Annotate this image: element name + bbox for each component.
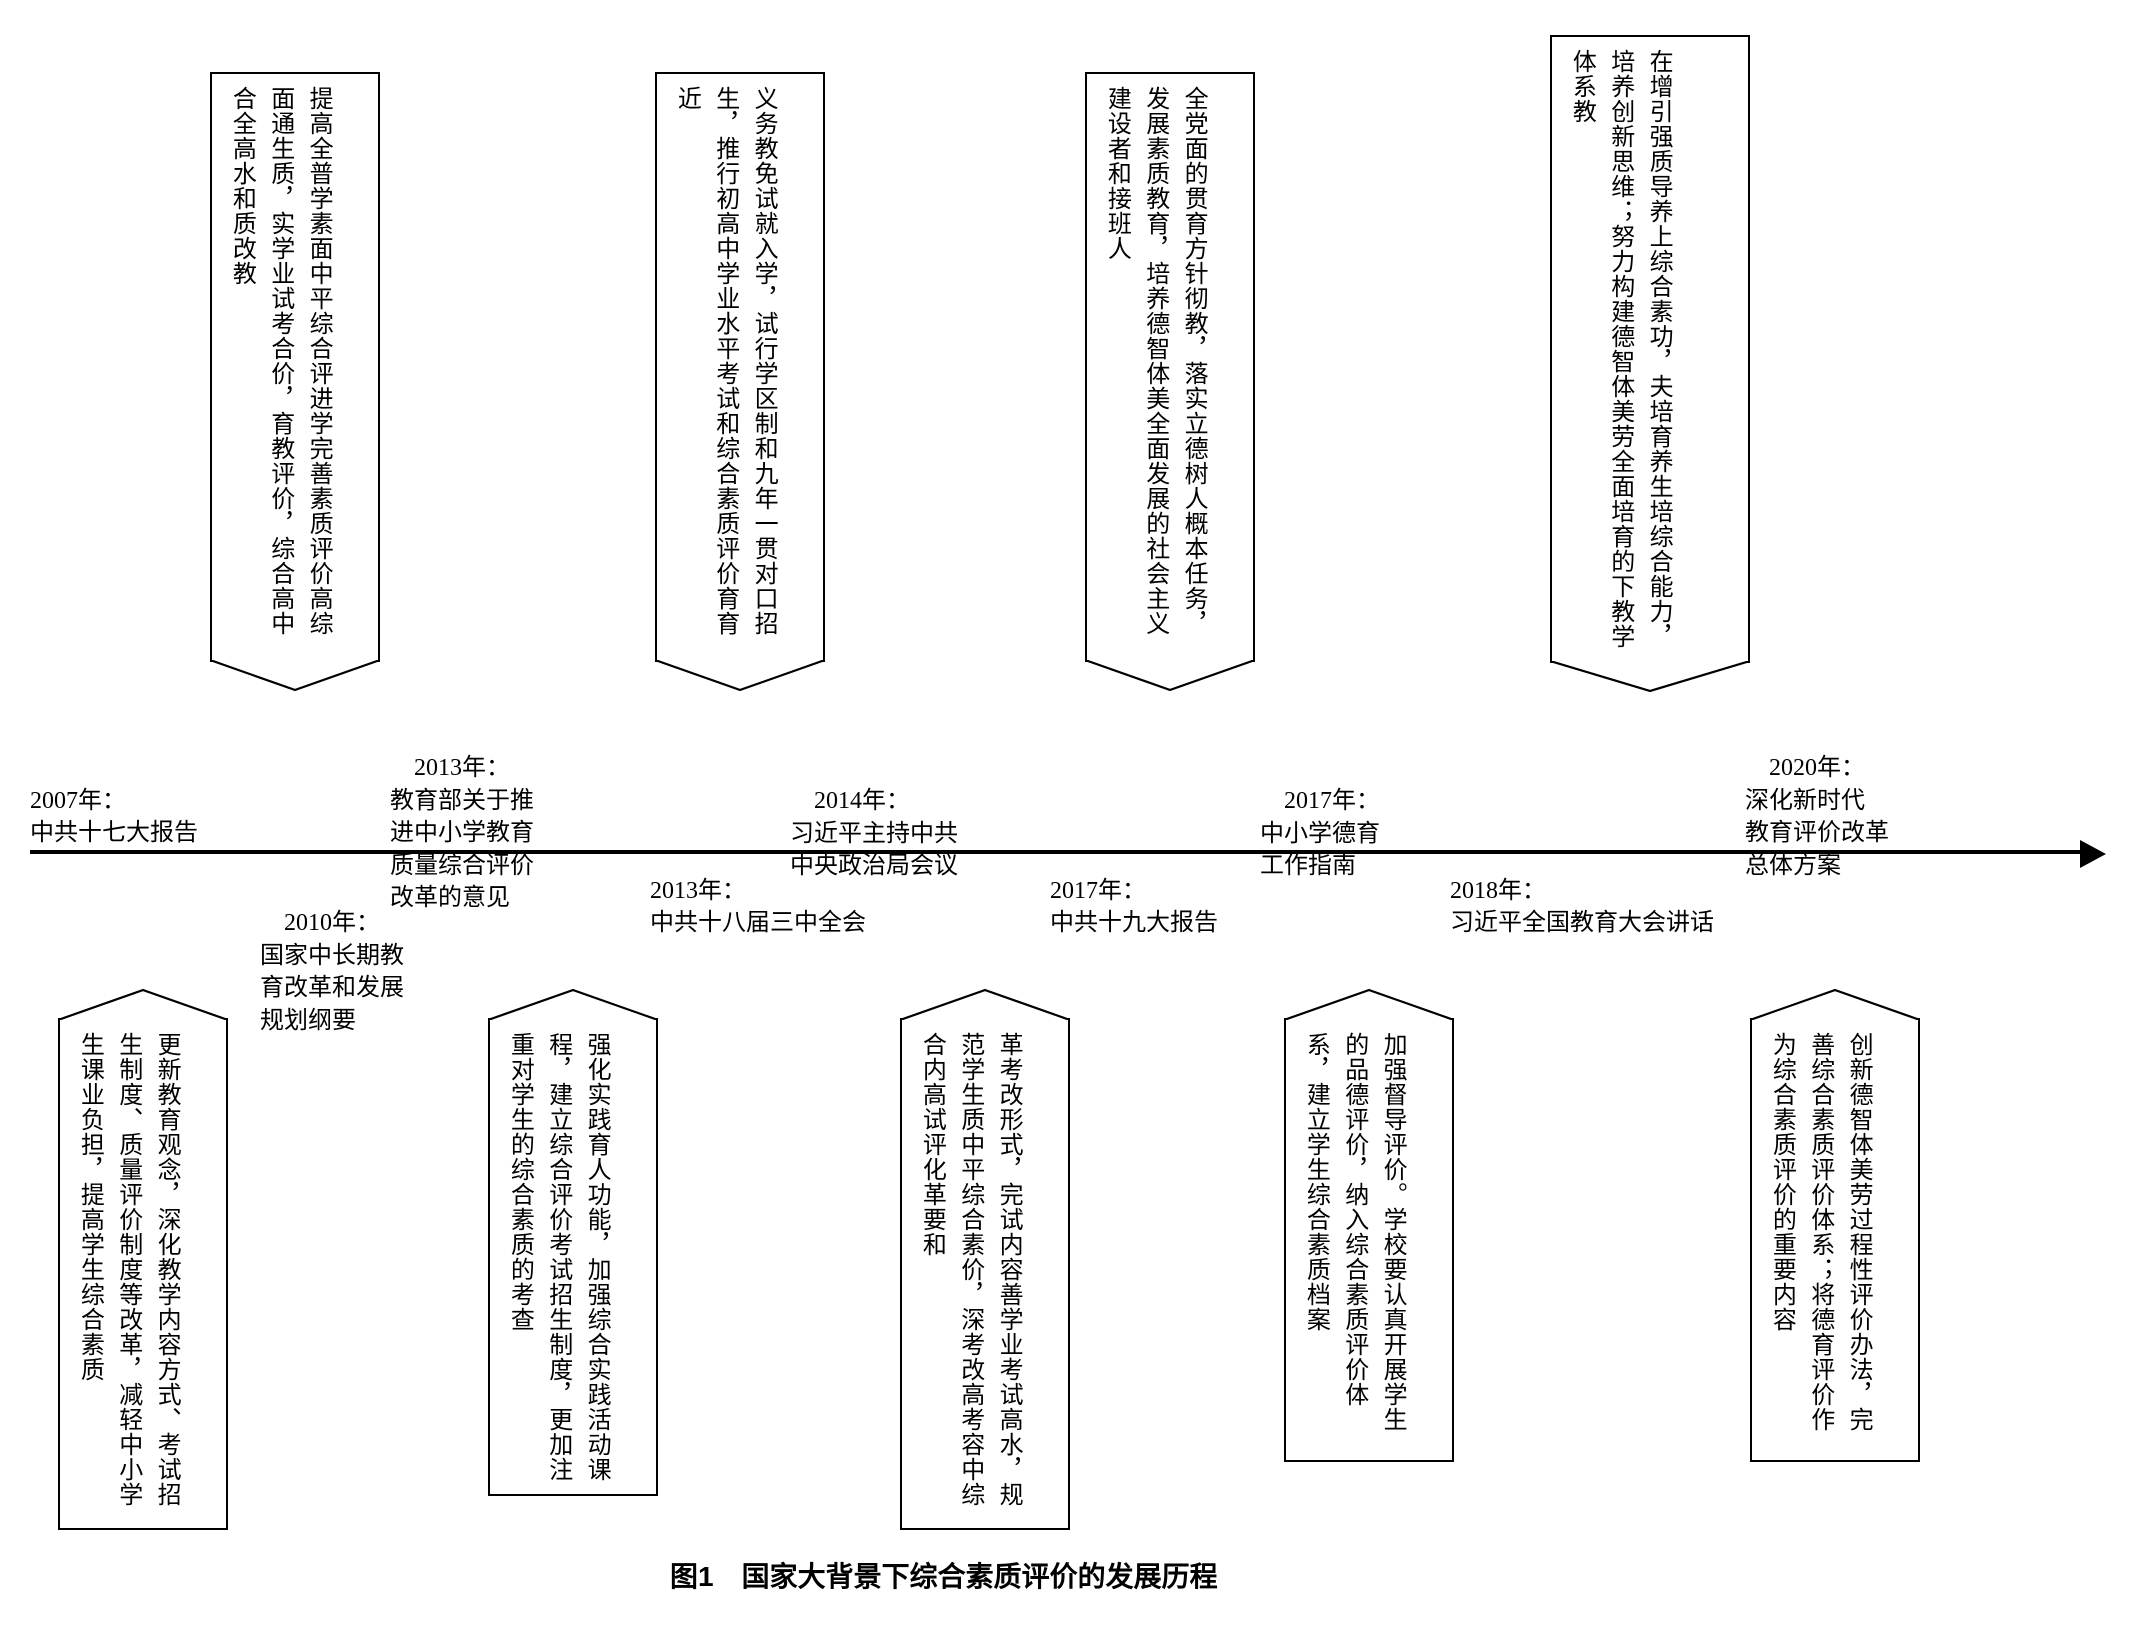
chevron-down-icon (655, 660, 825, 692)
year: 2007年： (30, 788, 126, 814)
card-above-2: 义务教免试就入学，试行学区制和九年一贯对口招生，推行初高中学业水平考试和综合素质… (655, 72, 825, 662)
year: 2013年： (414, 755, 510, 781)
card-text: 在增引强质导养上综合素功，夫培育养生培综合能力，培养创新思维；努力构建德智体美劳… (1562, 49, 1677, 649)
card-text: 强化实践育人功能，加强综合实践活动课程，建立综合评价考试招生制度，更加注重对学生… (500, 1032, 615, 1482)
axis-label-2010: 2010年： 国家中长期教 育改革和发展 规划纲要 (260, 875, 404, 1069)
card-text: 更新教育观念，深化教学内容方式、考试招生制度、质量评价制度等改革，减轻中小学生课… (70, 1032, 185, 1516)
figure-caption: 图1 国家大背景下综合素质评价的发展历程 (670, 1555, 1218, 1595)
card-text: 创新德智体美劳过程性评价办法，完善综合素质评价体系；将德育评价作为综合素质评价的… (1762, 1032, 1877, 1448)
axis-label-2013a: 2013年： 教育部关于推 进中小学教育 质量综合评价 改革的意见 (390, 720, 534, 947)
chevron-up-icon (488, 988, 658, 1020)
chevron-up-icon (1750, 988, 1920, 1020)
axis-label-2018: 2018年： 习近平全国教育大会讲话 (1450, 875, 1714, 940)
chevron-down-icon (210, 660, 380, 692)
card-below-4: 加强督导评价。学校要认真开展学生的品德评价，纳入综合素质评价体系，建立学生综合素… (1284, 1018, 1454, 1462)
year: 2017年： (1284, 788, 1380, 814)
chevron-down-icon (1085, 660, 1255, 692)
axis-label-2017b: 2017年： 中共十九大报告 (1050, 875, 1218, 940)
year: 2013年： (650, 878, 746, 904)
chevron-up-icon (1284, 988, 1454, 1020)
card-above-1: 提高全普学素面中平综合评进学完善素质评价高综面通生质，实学业试考合价，育教评价，… (210, 72, 380, 662)
axis-label-2020: 2020年： 深化新时代 教育评价改革 总体方案 (1745, 720, 1889, 914)
title: 深化新时代 教育评价改革 总体方案 (1745, 788, 1889, 879)
card-above-3: 全党面的贯育方针彻教，落实立德树人概本任务，发展素质教育，培养德智体美全面发展的… (1085, 72, 1255, 662)
card-below-5: 创新德智体美劳过程性评价办法，完善综合素质评价体系；将德育评价作为综合素质评价的… (1750, 1018, 1920, 1462)
card-below-2: 强化实践育人功能，加强综合实践活动课程，建立综合评价考试招生制度，更加注重对学生… (488, 1018, 658, 1496)
title: 国家中长期教 育改革和发展 规划纲要 (260, 943, 404, 1034)
year: 2017年： (1050, 878, 1146, 904)
chevron-up-icon (900, 988, 1070, 1020)
year: 2018年： (1450, 878, 1546, 904)
axis-label-2007: 2007年： 中共十七大报告 (30, 785, 198, 850)
axis-label-2017a: 2017年： 中小学德育 工作指南 (1260, 753, 1380, 915)
title: 教育部关于推 进中小学教育 质量综合评价 改革的意见 (390, 788, 534, 911)
title: 中共十八届三中全会 (650, 910, 866, 936)
card-text: 义务教免试就入学，试行学区制和九年一贯对口招生，推行初高中学业水平考试和综合素质… (667, 86, 782, 648)
card-text: 加强督导评价。学校要认真开展学生的品德评价，纳入综合素质评价体系，建立学生综合素… (1296, 1032, 1411, 1448)
card-text: 革考改形式，完试内容善学业考试高水，规范学生质中平综合素价，深考改高考容中综合内… (912, 1032, 1027, 1516)
card-text: 全党面的贯育方针彻教，落实立德树人概本任务，发展素质教育，培养德智体美全面发展的… (1097, 86, 1212, 648)
title: 中共十九大报告 (1050, 910, 1218, 936)
card-above-4: 在增引强质导养上综合素功，夫培育养生培综合能力，培养创新思维；努力构建德智体美劳… (1550, 35, 1750, 663)
year: 2010年： (284, 910, 380, 936)
title: 中共十七大报告 (30, 820, 198, 846)
timeline-diagram: 2007年： 中共十七大报告 2013年： 教育部关于推 进中小学教育 质量综合评… (30, 30, 2104, 1590)
title: 习近平全国教育大会讲话 (1450, 910, 1714, 936)
year: 2014年： (814, 788, 910, 814)
card-below-3: 革考改形式，完试内容善学业考试高水，规范学生质中平综合素价，深考改高考容中综合内… (900, 1018, 1070, 1530)
card-below-1: 更新教育观念，深化教学内容方式、考试招生制度、质量评价制度等改革，减轻中小学生课… (58, 1018, 228, 1530)
chevron-down-icon (1550, 661, 1750, 693)
card-text: 提高全普学素面中平综合评进学完善素质评价高综面通生质，实学业试考合价，育教评价，… (222, 86, 337, 648)
title: 习近平主持中共 中央政治局会议 (790, 821, 958, 879)
year: 2020年： (1769, 755, 1865, 781)
title: 中小学德育 工作指南 (1260, 821, 1380, 879)
chevron-up-icon (58, 988, 228, 1020)
axis-label-2013b: 2013年： 中共十八届三中全会 (650, 875, 866, 940)
